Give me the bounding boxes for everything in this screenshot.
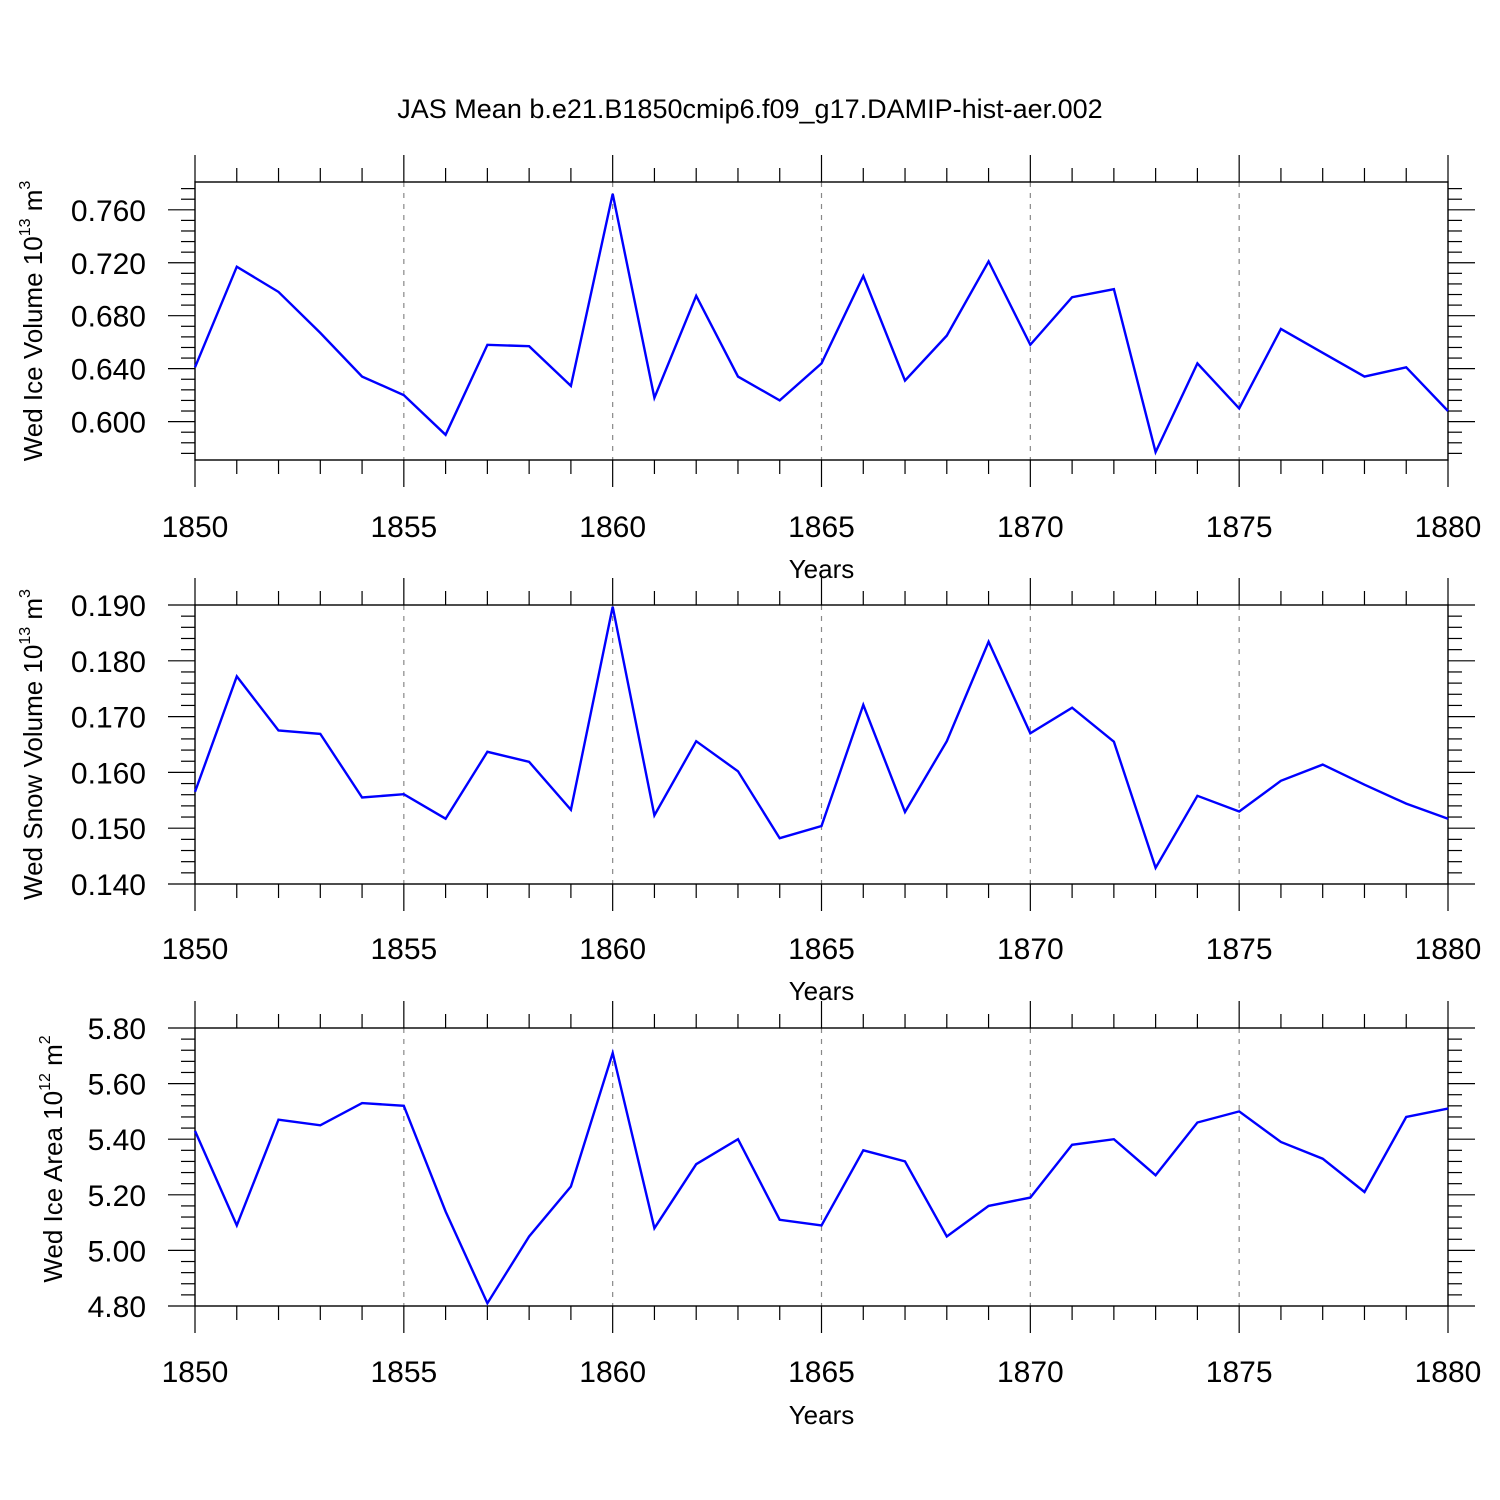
y-axis-label: Wed Snow Volume 1013 m3 <box>17 589 48 900</box>
x-tick-label-1875: 1875 <box>1206 1356 1273 1389</box>
x-tick-label-1865: 1865 <box>788 511 855 544</box>
x-tick-label-1850: 1850 <box>162 511 229 544</box>
x-tick-label-1855: 1855 <box>370 933 437 966</box>
y-tick-label-0.600: 0.600 <box>71 407 146 440</box>
panel-1: 1850 1855 1860 1865 1870 1875 1880 0.600 0.640 0.… <box>17 155 1481 584</box>
y-tick-label-0.180: 0.180 <box>71 646 146 679</box>
y-tick-label-4.80: 4.80 <box>88 1291 146 1324</box>
x-tick-label-1880: 1880 <box>1415 933 1482 966</box>
y-tick-label-5.60: 5.60 <box>88 1069 146 1102</box>
y-tick-label-5.40: 5.40 <box>88 1124 146 1157</box>
x-tick-label-1850: 1850 <box>162 1356 229 1389</box>
x-tick-label-1880: 1880 <box>1415 511 1482 544</box>
y-tick-label-0.640: 0.640 <box>71 354 146 387</box>
panels: 1850 1855 1860 1865 1870 1875 1880 0.600 0.640 0.… <box>17 155 1481 1430</box>
y-tick-label-0.760: 0.760 <box>71 195 146 228</box>
panel-3: 1850 1855 1860 1865 1870 1875 1880 4.80 5.00 5.20… <box>37 1001 1481 1430</box>
y-tick-label-5.00: 5.00 <box>88 1235 146 1268</box>
y-axis-label: Wed Ice Volume 1013 m3 <box>17 181 48 462</box>
y-axis-label-exp: 13 <box>17 218 34 236</box>
x-tick-label-1870: 1870 <box>997 1356 1064 1389</box>
y-axis-label-unit: m <box>18 190 48 219</box>
x-tick-label-1860: 1860 <box>579 933 646 966</box>
y-tick-label-0.160: 0.160 <box>71 757 146 790</box>
y-tick-label-5.80: 5.80 <box>88 1013 146 1046</box>
y-axis-label-unit-exp: 2 <box>37 1035 54 1044</box>
x-tick-label-1875: 1875 <box>1206 933 1273 966</box>
panel-2: 1850 1855 1860 1865 1870 1875 1880 0.140 0.150 0.… <box>17 578 1481 1006</box>
x-tick-label-1880: 1880 <box>1415 1356 1482 1389</box>
y-tick-label-0.140: 0.140 <box>71 869 146 902</box>
y-axis-label-exp: 12 <box>37 1073 54 1091</box>
y-tick-label-0.190: 0.190 <box>71 590 146 623</box>
series-line <box>193 193 1449 456</box>
y-tick-label-0.170: 0.170 <box>71 702 146 735</box>
x-tick-label-1860: 1860 <box>579 1356 646 1389</box>
y-tick-label-0.680: 0.680 <box>71 301 146 334</box>
x-tick-label-1865: 1865 <box>788 933 855 966</box>
y-axis-label-text: Wed Ice Area 10 <box>38 1091 68 1283</box>
y-axis-label-unit-exp: 3 <box>17 181 34 190</box>
x-tick-label-1850: 1850 <box>162 933 229 966</box>
x-tick-label-1855: 1855 <box>370 1356 437 1389</box>
y-axis-label: Wed Ice Area 1012 m2 <box>37 1035 68 1282</box>
x-tick-label-1870: 1870 <box>997 933 1064 966</box>
y-axis-label-unit: m <box>38 1044 68 1073</box>
x-tick-label-1865: 1865 <box>788 1356 855 1389</box>
series-line <box>193 1048 1449 1306</box>
y-tick-label-0.720: 0.720 <box>71 248 146 281</box>
series-line <box>193 606 1449 871</box>
x-tick-label-1860: 1860 <box>579 511 646 544</box>
y-axis-label-exp: 13 <box>17 627 34 645</box>
y-tick-label-5.20: 5.20 <box>88 1180 146 1213</box>
y-axis-label-text: Wed Snow Volume 10 <box>18 645 48 900</box>
x-tick-label-1875: 1875 <box>1206 511 1273 544</box>
figure-title: JAS Mean b.e21.B1850cmip6.f09_g17.DAMIP-… <box>397 94 1102 124</box>
x-tick-label-1870: 1870 <box>997 511 1064 544</box>
y-axis-label-text: Wed Ice Volume 10 <box>18 236 48 461</box>
y-axis-label-unit-exp: 3 <box>17 589 34 598</box>
x-tick-label-1855: 1855 <box>370 511 437 544</box>
y-axis-label-unit: m <box>18 598 48 627</box>
x-axis-label: Years <box>789 1400 855 1430</box>
y-tick-label-0.150: 0.150 <box>71 813 146 846</box>
